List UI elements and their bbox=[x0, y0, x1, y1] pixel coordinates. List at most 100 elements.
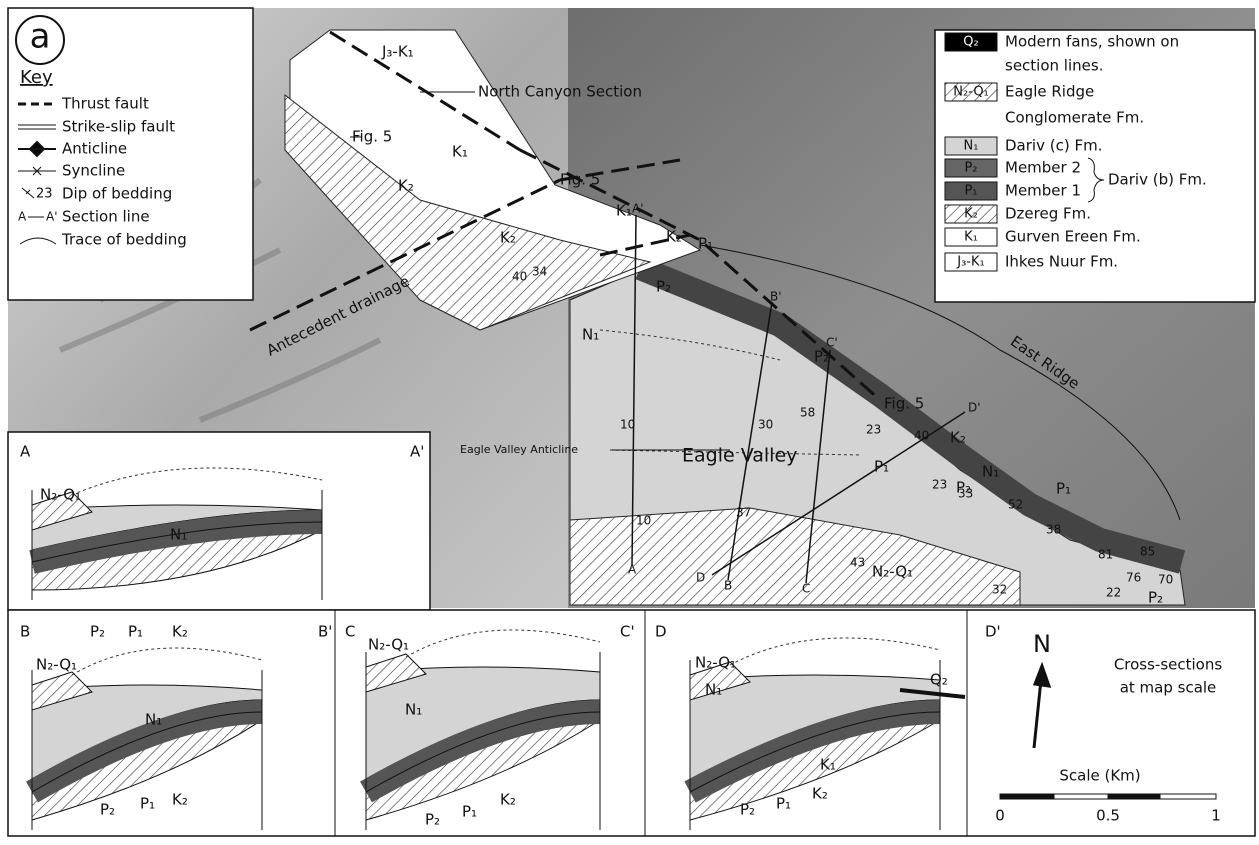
section-letter: D bbox=[696, 571, 705, 585]
panel-label: a bbox=[30, 17, 51, 57]
section-unit: Q₂ bbox=[930, 671, 948, 689]
section-unit: P₁ bbox=[140, 795, 155, 813]
dip-label: 33 bbox=[958, 487, 973, 501]
legend-label: Member 1 bbox=[1005, 182, 1081, 200]
key-title: Key bbox=[20, 67, 53, 88]
section-unit: N₂-Q₁ bbox=[36, 656, 77, 674]
key-item: Dip of bedding bbox=[62, 185, 172, 203]
key-item: Anticline bbox=[62, 140, 127, 158]
section-letter: A' bbox=[632, 202, 644, 216]
dip-label: 52 bbox=[1008, 498, 1023, 512]
section-unit: N₂-Q₁ bbox=[40, 486, 81, 504]
map-label: N₂-Q₁ bbox=[872, 563, 913, 581]
key-item: Section line bbox=[62, 208, 150, 226]
map-label: K₂ bbox=[398, 177, 414, 195]
dip-label: 34 bbox=[532, 265, 547, 279]
section-letter: B bbox=[724, 579, 732, 593]
map-label: N₁ bbox=[982, 463, 999, 481]
dip-label: 37 bbox=[736, 506, 751, 520]
section-letter: C bbox=[802, 582, 810, 596]
section-end: A' bbox=[410, 443, 424, 461]
section-letter: C' bbox=[826, 336, 838, 350]
legend-group-label: Dariv (b) Fm. bbox=[1108, 171, 1207, 189]
map-label: P₂ bbox=[1148, 589, 1163, 607]
note: Cross-sections bbox=[1114, 656, 1223, 674]
section-unit: N₁ bbox=[170, 526, 187, 544]
dip-label: 81 bbox=[1098, 548, 1113, 562]
legend-symbol: J₃-K₁ bbox=[956, 255, 984, 270]
figure: aKeyThrust faultStrike-slip faultAnticli… bbox=[0, 0, 1259, 841]
section-start: A bbox=[20, 443, 31, 461]
legend-symbol: N₁ bbox=[964, 139, 979, 154]
section-unit: P₂ bbox=[90, 623, 105, 641]
dip-label: 85 bbox=[1140, 545, 1155, 559]
key-section-end: A bbox=[18, 210, 27, 224]
dip-label: 22 bbox=[1106, 586, 1121, 600]
dip-label: 38 bbox=[1046, 523, 1061, 537]
section-start: B bbox=[20, 623, 30, 641]
map-label: K₂ bbox=[666, 228, 682, 246]
map-label: N₁ bbox=[582, 326, 599, 344]
key-item: Syncline bbox=[62, 162, 125, 180]
section-unit: K₂ bbox=[812, 785, 828, 803]
legend-label: Ihkes Nuur Fm. bbox=[1005, 253, 1118, 271]
dip-label: 40 bbox=[512, 270, 527, 284]
section-end: D' bbox=[985, 623, 1001, 641]
map-label: P₂ bbox=[656, 278, 671, 296]
scale-bar bbox=[1054, 794, 1108, 799]
dip-label: 76 bbox=[1126, 571, 1141, 585]
key-section-end: A' bbox=[46, 210, 58, 224]
section-unit: P₂ bbox=[740, 801, 755, 819]
legend-label: Eagle Ridge bbox=[1005, 83, 1094, 101]
dip-label: 10 bbox=[620, 418, 635, 432]
key-item: Trace of bedding bbox=[61, 231, 187, 249]
north-label: N bbox=[1033, 630, 1051, 658]
scale-tick: 0.5 bbox=[1096, 807, 1120, 825]
section-end: B' bbox=[318, 623, 332, 641]
legend-symbol: P₁ bbox=[964, 184, 977, 199]
section-unit: P₁ bbox=[462, 803, 477, 821]
section-letter: D' bbox=[968, 401, 981, 415]
section-unit: N₁ bbox=[145, 711, 162, 729]
section-unit: P₁ bbox=[128, 623, 143, 641]
section-letter: B' bbox=[770, 290, 782, 304]
key-item: Thrust fault bbox=[61, 95, 149, 113]
legend-symbol: K₂ bbox=[964, 207, 978, 222]
dip-label: 32 bbox=[992, 583, 1007, 597]
legend-label: Conglomerate Fm. bbox=[1005, 109, 1144, 127]
legend-label: section lines. bbox=[1005, 57, 1103, 75]
section-end: C' bbox=[620, 623, 635, 641]
dip-label: 10 bbox=[636, 514, 651, 528]
map-label: P₁ bbox=[698, 235, 713, 253]
section-start: C bbox=[345, 623, 355, 641]
legend-label: Modern fans, shown on bbox=[1005, 33, 1179, 51]
dip-label: 23 bbox=[932, 478, 947, 492]
section-letter: A bbox=[628, 563, 637, 577]
map-label: P₂ bbox=[814, 348, 829, 366]
section-unit: N₁ bbox=[405, 701, 422, 719]
note: at map scale bbox=[1120, 679, 1217, 697]
section-unit: N₁ bbox=[705, 681, 722, 699]
scale-tick: 1 bbox=[1211, 807, 1221, 825]
map-label: P₁ bbox=[874, 458, 889, 476]
section-unit: N₂-Q₁ bbox=[368, 636, 409, 654]
section-unit: P₂ bbox=[100, 801, 115, 819]
legend-symbol: N₂-Q₁ bbox=[953, 85, 989, 100]
section-unit: K₂ bbox=[500, 791, 516, 809]
legend-label: Dzereg Fm. bbox=[1005, 205, 1091, 223]
section-unit: K₂ bbox=[172, 791, 188, 809]
map-label: P₁ bbox=[1056, 480, 1071, 498]
scale-tick: 0 bbox=[995, 807, 1005, 825]
map-label: North Canyon Section bbox=[478, 83, 642, 101]
scale-bar bbox=[1160, 794, 1216, 799]
dip-label: 23 bbox=[866, 423, 881, 437]
legend-symbol: K₁ bbox=[964, 230, 978, 245]
legend-label: Gurven Ereen Fm. bbox=[1005, 228, 1141, 246]
map-label: K₁ bbox=[452, 143, 468, 161]
section-unit: P₂ bbox=[425, 811, 440, 829]
map-label: Fig. 5 bbox=[884, 395, 924, 413]
dip-label: 43 bbox=[850, 556, 865, 570]
dip-label: 58 bbox=[800, 406, 815, 420]
legend-label: Member 2 bbox=[1005, 159, 1081, 177]
map-label: Fig. 5 bbox=[560, 171, 600, 189]
